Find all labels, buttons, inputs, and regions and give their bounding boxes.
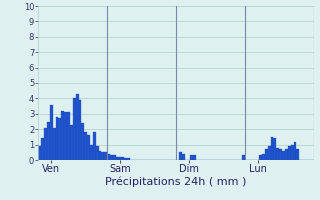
Bar <box>67 112 70 160</box>
Bar <box>107 154 110 160</box>
X-axis label: Précipitations 24h ( mm ): Précipitations 24h ( mm ) <box>105 177 247 187</box>
Bar <box>38 146 41 160</box>
Bar <box>59 118 61 160</box>
Bar <box>116 157 119 160</box>
Bar <box>61 111 64 160</box>
Bar <box>53 128 56 160</box>
Bar <box>76 94 78 160</box>
Bar <box>113 155 116 160</box>
Bar <box>124 158 127 160</box>
Bar <box>179 152 182 160</box>
Bar <box>242 155 245 160</box>
Bar <box>274 138 276 160</box>
Bar <box>93 132 96 160</box>
Bar <box>78 100 81 160</box>
Bar <box>44 128 47 160</box>
Bar <box>282 151 285 160</box>
Bar <box>87 135 90 160</box>
Bar <box>122 157 124 160</box>
Bar <box>110 155 113 160</box>
Bar <box>99 151 101 160</box>
Bar <box>70 125 73 160</box>
Bar <box>262 154 265 160</box>
Bar <box>96 146 99 160</box>
Bar <box>259 155 262 160</box>
Bar <box>285 149 288 160</box>
Bar <box>73 98 76 160</box>
Bar <box>276 148 279 160</box>
Bar <box>90 145 93 160</box>
Bar <box>265 149 268 160</box>
Bar <box>288 146 291 160</box>
Bar <box>41 138 44 160</box>
Bar <box>50 105 53 160</box>
Bar <box>293 142 296 160</box>
Bar <box>64 112 67 160</box>
Bar <box>291 145 293 160</box>
Bar <box>190 155 193 160</box>
Bar <box>271 137 274 160</box>
Bar <box>47 121 50 160</box>
Bar <box>56 117 59 160</box>
Bar <box>104 152 107 160</box>
Bar <box>127 158 130 160</box>
Bar <box>119 157 122 160</box>
Bar <box>193 155 196 160</box>
Bar <box>296 149 299 160</box>
Bar <box>182 154 185 160</box>
Bar <box>268 146 271 160</box>
Bar <box>101 152 104 160</box>
Bar <box>84 132 87 160</box>
Bar <box>81 123 84 160</box>
Bar <box>279 149 282 160</box>
